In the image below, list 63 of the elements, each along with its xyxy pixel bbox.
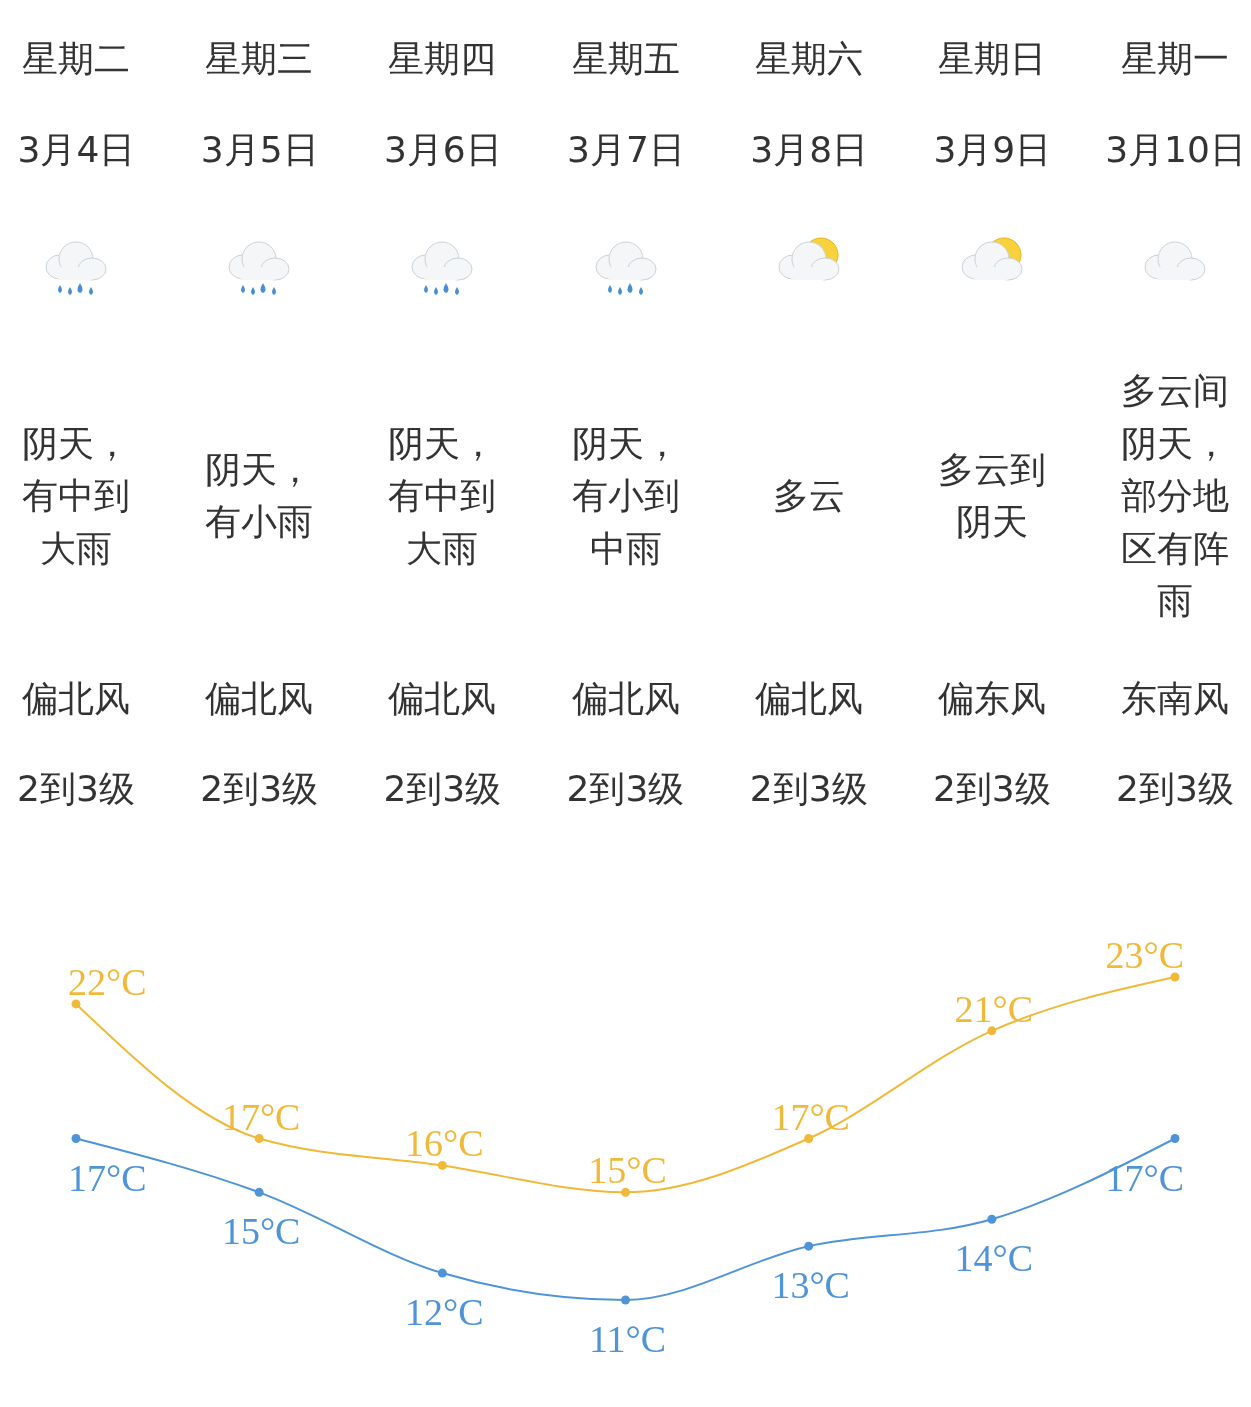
text: 偏东风	[937, 678, 1046, 719]
point	[437, 1160, 447, 1170]
text: 2到3级	[17, 768, 135, 809]
text: 2到3级	[566, 768, 685, 809]
text: 2到3级	[749, 768, 868, 809]
data-label: 17°C	[1105, 1156, 1184, 1199]
data-label: 17°C	[68, 1156, 147, 1199]
text: 2到3级	[932, 768, 1051, 809]
text: 偏北风	[22, 678, 130, 719]
point	[71, 1134, 81, 1143]
text: 星期三	[205, 38, 314, 79]
text: 偏北风	[388, 678, 497, 719]
data-label: 11°C	[588, 1318, 667, 1360]
data-label: 21°C	[954, 987, 1034, 1030]
text: 东南风	[1121, 678, 1229, 719]
text: 阴天，有中到大雨	[22, 422, 130, 569]
point	[621, 1187, 630, 1197]
point	[254, 1187, 264, 1197]
text: 2到3级	[200, 768, 319, 809]
x-tick-label: 3月4日	[17, 128, 136, 170]
point	[1170, 972, 1180, 982]
x-tick-label: 3月5日	[200, 128, 319, 170]
point	[804, 1241, 814, 1251]
text: 2到3级	[383, 768, 502, 809]
x-tick-label: 3月6日	[383, 128, 502, 170]
point	[987, 1214, 997, 1224]
data-label: 17°C	[221, 1095, 301, 1138]
text: 多云到阴天	[937, 448, 1046, 543]
point	[1170, 1134, 1180, 1143]
text: 阴天，有小到中雨	[571, 422, 680, 569]
x-tick-label: 3月7日	[567, 128, 685, 170]
point	[804, 1134, 814, 1143]
point	[621, 1295, 630, 1305]
text: 阴天，有中到大雨	[388, 422, 497, 569]
x-tick-label: 3月10日	[1105, 128, 1246, 170]
text: 偏北风	[571, 678, 680, 719]
data-label: 17°C	[771, 1095, 850, 1138]
text: 偏北风	[754, 678, 863, 719]
data-label: 12°C	[405, 1291, 484, 1334]
point	[437, 1268, 447, 1278]
point	[254, 1134, 264, 1143]
text: 星期五	[571, 38, 680, 79]
x-tick-label: 3月8日	[750, 128, 869, 170]
point	[71, 999, 81, 1009]
text: 星期一	[1121, 38, 1229, 79]
text: 星期二	[22, 38, 130, 79]
data-label: 23°C	[1105, 934, 1184, 976]
data-label: 14°C	[954, 1237, 1034, 1280]
x-tick-label: 3月9日	[933, 128, 1052, 170]
data-label: 15°C	[588, 1149, 667, 1192]
text: 星期六	[754, 38, 863, 79]
text: 多云间阴天，部分地区有阵雨	[1121, 370, 1229, 621]
text: 星期四	[388, 38, 497, 79]
point	[987, 1026, 997, 1036]
text: 2到3级	[1116, 768, 1234, 809]
data-label: 15°C	[221, 1210, 301, 1253]
text: 星期日	[937, 38, 1046, 79]
data-label: 13°C	[771, 1264, 850, 1307]
text: 多云	[772, 475, 845, 516]
data-label: 22°C	[68, 960, 147, 1003]
data-label: 16°C	[405, 1122, 484, 1165]
text: 偏北风	[205, 678, 314, 719]
text: 阴天，有小雨	[205, 448, 314, 543]
